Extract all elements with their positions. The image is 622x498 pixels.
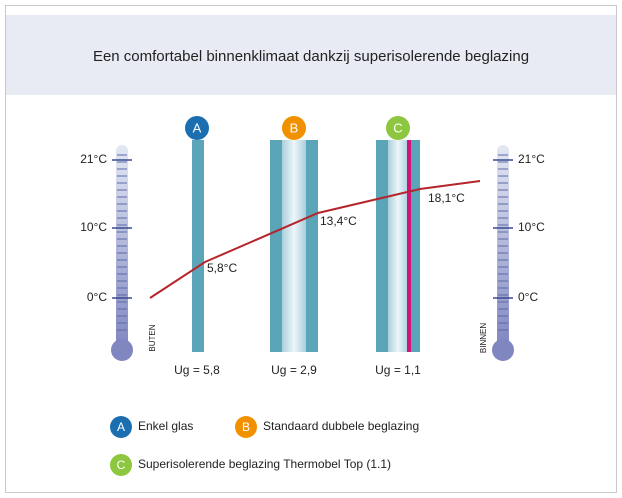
- scale-label: 21°C: [518, 152, 545, 166]
- badge-letter: C: [393, 120, 402, 135]
- page: {"header": {"title": "Een comfortabel bi…: [0, 0, 622, 498]
- ug-label: Ug = 2,9: [271, 363, 317, 377]
- thermometer-bulb: [111, 339, 133, 361]
- outside-label: BUTEN: [148, 324, 157, 351]
- legend-label: Enkel glas: [138, 419, 193, 433]
- scale-label: 0°C: [518, 290, 538, 304]
- temperature-label: 5,8°C: [207, 261, 237, 275]
- badge-letter: A: [193, 120, 202, 135]
- glass-pane: [192, 140, 204, 352]
- inside-label: BINNEN: [479, 323, 488, 353]
- title: Een comfortabel binnenklimaat dankzij su…: [93, 48, 529, 65]
- scale-label: 21°C: [80, 152, 107, 166]
- infographic: Een comfortabel binnenklimaat dankzij su…: [0, 0, 622, 498]
- legend-label: Superisolerende beglazing Thermobel Top …: [138, 457, 391, 471]
- temperature-label: 13,4°C: [320, 214, 357, 228]
- scale-label: 10°C: [80, 220, 107, 234]
- legend-label: Standaard dubbele beglazing: [263, 419, 419, 433]
- glass-pane: [270, 140, 282, 352]
- glass-pane: [376, 140, 388, 352]
- thermometer-bulb: [492, 339, 514, 361]
- scale-label: 10°C: [518, 220, 545, 234]
- glass-gap: [388, 140, 408, 352]
- legend-badge-letter: B: [242, 420, 250, 434]
- coating: [407, 140, 411, 352]
- glass-pane: [306, 140, 318, 352]
- legend-badge-letter: C: [117, 458, 126, 472]
- badge-letter: B: [290, 120, 299, 135]
- ug-label: Ug = 1,1: [375, 363, 421, 377]
- temperature-label: 18,1°C: [428, 191, 465, 205]
- scale-label: 0°C: [87, 290, 107, 304]
- glass-gap: [282, 140, 306, 352]
- legend-badge-letter: A: [117, 420, 125, 434]
- ug-label: Ug = 5,8: [174, 363, 220, 377]
